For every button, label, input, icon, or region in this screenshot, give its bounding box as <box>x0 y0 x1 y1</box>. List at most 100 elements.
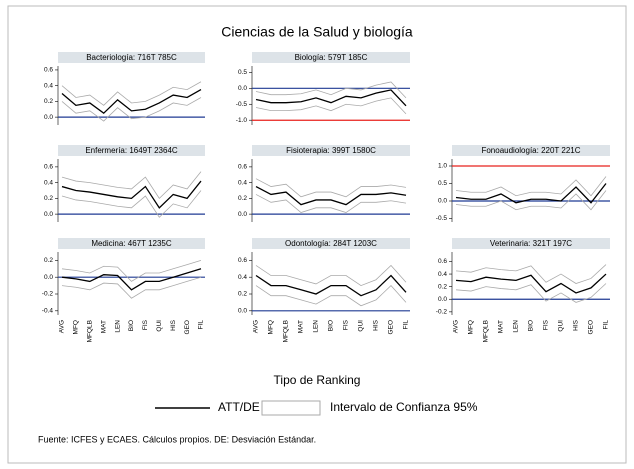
panel-header <box>452 145 610 156</box>
att-line <box>255 274 407 297</box>
y-tick-label: 0.2 <box>238 195 247 202</box>
panel-header <box>58 52 205 63</box>
ci-lower-line <box>455 190 607 211</box>
ci-lower-line <box>61 190 202 218</box>
x-axis-label: Tipo de Ranking <box>274 373 361 387</box>
ci-lower-line <box>255 97 407 115</box>
x-tick-label: MFQLB <box>483 320 490 342</box>
x-tick-label: GEO <box>388 320 395 334</box>
chart-title: Ciencias de la Salud y biología <box>221 24 413 40</box>
y-tick-label: 0.2 <box>44 98 53 105</box>
x-tick-label: MAT <box>100 320 107 333</box>
x-tick-label: FIL <box>198 320 205 330</box>
att-line <box>61 180 202 209</box>
y-tick-label: -0.5 <box>436 215 448 222</box>
x-tick-label: AVG <box>59 320 66 333</box>
y-tick-label: -1.0 <box>236 117 248 124</box>
frame <box>7 5 627 464</box>
y-tick-label: 0.2 <box>44 257 53 264</box>
y-tick-label: 0.0 <box>44 211 53 218</box>
x-tick-label: QUI <box>156 320 163 332</box>
y-tick-label: -0.4 <box>42 308 54 315</box>
x-tick-label: LEN <box>513 320 520 333</box>
x-tick-label: MFQLB <box>283 320 290 342</box>
x-tick-label: BIO <box>328 320 335 331</box>
x-tick-label: GEO <box>588 320 595 334</box>
panel-title: Veterinaria: 321T 197C <box>490 239 572 248</box>
y-tick-label: 0.4 <box>238 274 247 281</box>
x-tick-label: HIS <box>373 319 380 331</box>
x-tick-label: HIS <box>170 319 177 331</box>
x-tick-label: AVG <box>453 320 460 333</box>
x-tick-label: QUI <box>558 320 565 332</box>
att-line <box>255 185 407 206</box>
att-line <box>61 89 202 115</box>
x-tick-label: AVG <box>253 320 260 333</box>
panel-title: Enfermería: 1649T 2364C <box>85 146 178 155</box>
y-tick-label: 0.4 <box>238 179 247 186</box>
y-tick-label: -0.2 <box>42 291 54 298</box>
y-tick-label: 0.0 <box>438 198 447 205</box>
x-tick-label: MAT <box>298 320 305 333</box>
y-tick-label: 0.4 <box>44 82 53 89</box>
panel-header <box>58 145 205 156</box>
x-tick-label: MFQ <box>268 320 275 334</box>
y-tick-label: 0.6 <box>238 257 247 264</box>
y-tick-label: 0.4 <box>44 179 53 186</box>
panel-header <box>58 238 205 249</box>
ci-upper-line <box>61 171 202 199</box>
x-tick-label: FIS <box>543 319 550 330</box>
y-tick-label: 0.0 <box>238 308 247 315</box>
x-tick-label: LEN <box>114 320 121 333</box>
panel-title: Fonoaudiología: 220T 221C <box>481 146 580 155</box>
ci-upper-line <box>255 81 407 99</box>
x-tick-label: BIO <box>528 320 535 331</box>
y-tick-label: 0.6 <box>44 164 53 171</box>
legend-label: Intervalo de Confianza 95% <box>330 400 478 414</box>
source-note: Fuente: ICFES y ECAES. Cálculos propios.… <box>38 434 316 444</box>
x-tick-label: QUI <box>358 320 365 332</box>
y-tick-label: 0.6 <box>438 258 447 265</box>
ci-lower-line <box>255 285 407 307</box>
ci-lower-line <box>455 283 607 303</box>
y-tick-label: 0.2 <box>438 283 447 290</box>
x-tick-label: HIS <box>573 319 580 331</box>
ci-upper-line <box>255 264 407 287</box>
y-tick-label: -0.5 <box>236 101 248 108</box>
panel-header <box>452 238 610 249</box>
y-tick-label: 0.4 <box>438 271 447 278</box>
legend-label: ATT/DE <box>218 400 260 414</box>
x-tick-label: FIL <box>603 320 610 330</box>
ci-upper-line <box>255 178 407 198</box>
y-tick-label: 0.0 <box>238 211 247 218</box>
y-tick-label: 1.0 <box>438 163 447 170</box>
att-line <box>255 89 407 107</box>
x-tick-label: GEO <box>184 320 191 334</box>
ci-lower-line <box>61 276 202 299</box>
panel-title: Medicina: 467T 1235C <box>91 239 172 248</box>
att-line <box>455 273 607 294</box>
panel-header <box>252 238 410 249</box>
x-tick-label: BIO <box>128 320 135 331</box>
x-tick-label: MFQ <box>468 320 475 334</box>
legend-swatch <box>261 400 321 416</box>
x-tick-label: FIL <box>403 320 410 330</box>
ci-lower-line <box>61 97 202 122</box>
ci-upper-line <box>455 264 607 284</box>
ci-upper-line <box>61 81 202 106</box>
y-tick-label: 0.2 <box>44 195 53 202</box>
ci-lower-line <box>255 194 407 213</box>
panel-title: Fisioterapia: 399T 1580C <box>286 146 376 155</box>
x-tick-label: MAT <box>498 320 505 333</box>
x-tick-label: FIS <box>343 319 350 330</box>
x-tick-label: LEN <box>313 320 320 333</box>
x-tick-label: FIS <box>142 319 149 330</box>
y-tick-label: -0.2 <box>436 309 448 316</box>
y-tick-label: 0.0 <box>44 114 53 121</box>
y-tick-label: 0.6 <box>238 164 247 171</box>
y-tick-label: 0.0 <box>438 296 447 303</box>
y-tick-label: 0.0 <box>44 274 53 281</box>
panel-title: Bacteriología: 716T 785C <box>86 53 177 62</box>
y-tick-label: 0.0 <box>238 85 247 92</box>
